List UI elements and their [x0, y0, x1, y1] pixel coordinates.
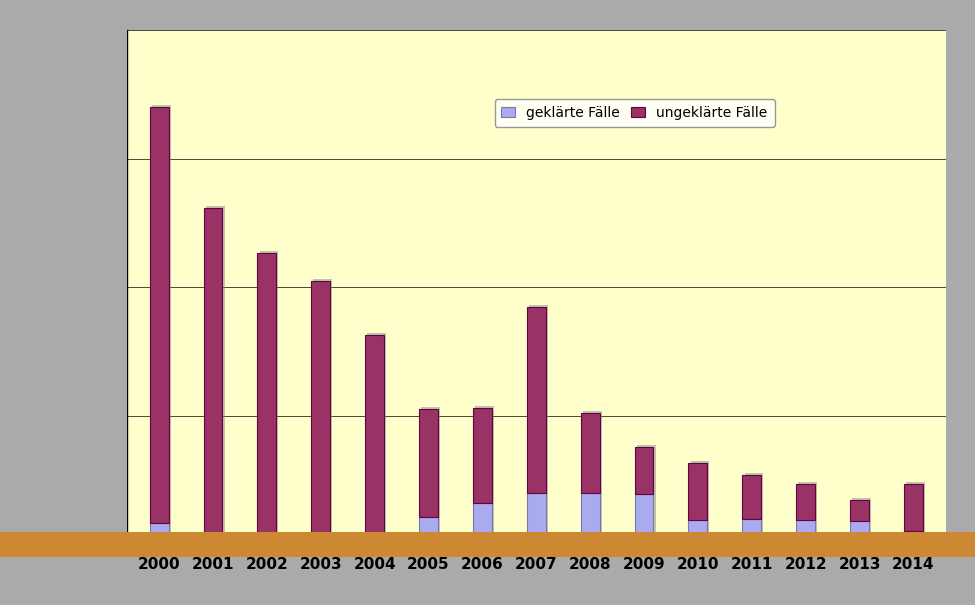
Bar: [526, 493, 546, 544]
Bar: [799, 482, 817, 544]
Bar: [635, 447, 653, 494]
Bar: [204, 209, 222, 538]
Bar: [419, 409, 438, 517]
Bar: [419, 517, 438, 544]
Bar: [904, 531, 923, 544]
Bar: [149, 107, 169, 523]
Bar: [473, 408, 491, 503]
Bar: [473, 503, 491, 544]
Bar: [906, 482, 925, 544]
Bar: [313, 280, 332, 544]
Bar: [742, 518, 761, 544]
Bar: [583, 411, 602, 544]
Bar: [690, 461, 710, 544]
Bar: [204, 538, 222, 544]
Legend: geklärte Fälle, ungeklärte Fälle: geklärte Fälle, ungeklärte Fälle: [494, 99, 774, 127]
Bar: [850, 521, 869, 544]
Bar: [421, 407, 440, 544]
Bar: [852, 498, 871, 544]
Bar: [475, 407, 494, 544]
Bar: [152, 105, 171, 544]
Bar: [311, 281, 331, 532]
Bar: [635, 494, 653, 544]
Bar: [797, 520, 815, 544]
Bar: [257, 533, 276, 544]
Bar: [149, 523, 169, 545]
Bar: [688, 520, 707, 544]
Bar: [581, 413, 600, 493]
Bar: [745, 473, 763, 544]
Bar: [526, 307, 546, 493]
Bar: [311, 532, 331, 544]
Bar: [368, 333, 386, 544]
Bar: [581, 493, 600, 544]
Bar: [797, 484, 815, 520]
Bar: [259, 250, 279, 544]
Bar: [257, 253, 276, 533]
Bar: [366, 335, 384, 536]
Bar: [850, 500, 869, 521]
Bar: [904, 483, 923, 531]
Bar: [206, 206, 224, 544]
Bar: [529, 305, 548, 544]
Bar: [688, 463, 707, 520]
Bar: [366, 536, 384, 544]
Bar: [637, 445, 655, 544]
Bar: [742, 475, 761, 518]
